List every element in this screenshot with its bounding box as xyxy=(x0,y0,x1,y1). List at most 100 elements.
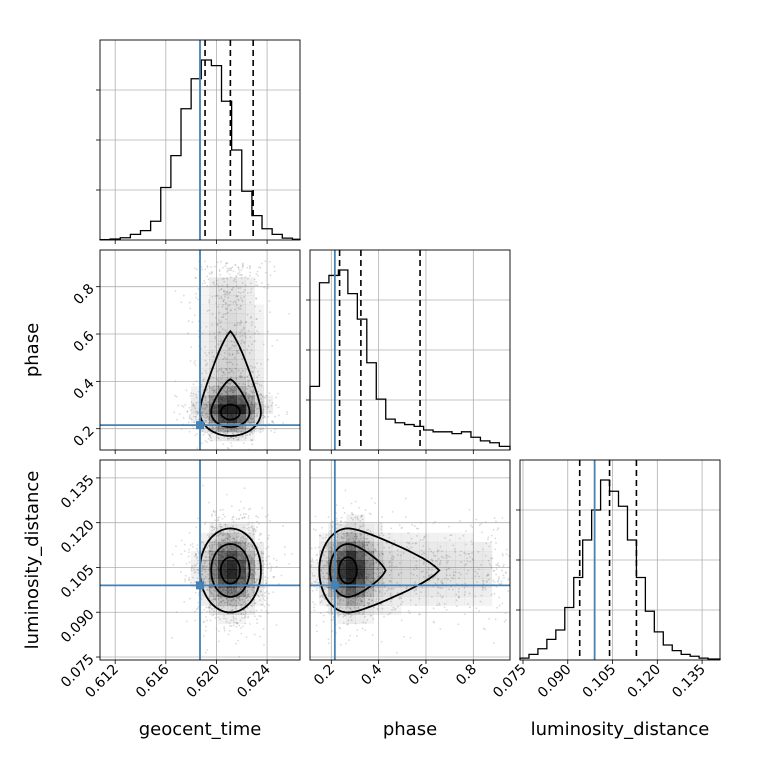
sample-point xyxy=(218,331,221,333)
sample-point xyxy=(207,418,210,421)
sample-point xyxy=(244,614,247,617)
sample-point xyxy=(222,372,225,375)
sample-point xyxy=(255,297,257,300)
sample-point xyxy=(367,579,370,582)
sample-point xyxy=(368,557,371,560)
sample-point xyxy=(504,618,507,621)
sample-point xyxy=(331,570,334,573)
density-cell xyxy=(364,541,375,552)
density-cell xyxy=(209,404,219,415)
sample-point xyxy=(241,300,244,303)
sample-point xyxy=(263,416,266,419)
sample-point xyxy=(332,590,335,593)
sample-point xyxy=(322,572,324,575)
sample-point xyxy=(378,598,381,601)
sample-point xyxy=(235,426,238,429)
sample-point xyxy=(407,532,410,534)
sample-point xyxy=(243,296,246,298)
sample-point xyxy=(325,547,327,549)
sample-point xyxy=(326,561,328,564)
sample-point xyxy=(420,522,423,524)
density-cell xyxy=(355,550,365,561)
sample-point xyxy=(238,549,240,551)
sample-point xyxy=(185,389,188,392)
sample-point xyxy=(226,331,228,334)
sample-point xyxy=(239,425,242,428)
density-cell xyxy=(245,286,255,296)
sample-point xyxy=(213,578,216,580)
sample-point xyxy=(323,588,326,591)
sample-point xyxy=(222,316,225,318)
sample-point xyxy=(194,552,197,555)
sample-point xyxy=(255,382,258,385)
sample-point xyxy=(247,419,250,422)
density-cell xyxy=(346,569,356,579)
density-cell xyxy=(227,350,237,360)
sample-point xyxy=(397,574,400,577)
sample-point xyxy=(244,392,247,395)
sample-point xyxy=(237,298,240,301)
sample-point xyxy=(258,384,261,386)
sample-point xyxy=(226,291,229,294)
sample-point xyxy=(188,415,191,418)
density-cell xyxy=(209,523,219,534)
sample-point xyxy=(203,416,206,419)
sample-point xyxy=(207,437,210,440)
sample-point xyxy=(256,520,258,523)
density-cell xyxy=(236,377,246,387)
density-cell xyxy=(227,541,237,552)
sample-point xyxy=(228,273,231,276)
sample-point xyxy=(211,419,214,422)
sample-point xyxy=(274,428,277,430)
sample-point xyxy=(252,570,255,572)
sample-point xyxy=(213,389,215,392)
sample-point xyxy=(370,581,372,584)
sample-point xyxy=(232,279,235,282)
sample-point xyxy=(389,560,391,563)
sample-point xyxy=(251,527,254,530)
density-cell xyxy=(437,541,447,552)
sample-point xyxy=(172,563,175,566)
sample-point xyxy=(194,418,197,421)
sample-point xyxy=(188,548,191,551)
sample-point xyxy=(187,332,189,335)
sample-point xyxy=(343,547,345,549)
sample-point xyxy=(223,386,226,389)
sample-point xyxy=(225,545,228,548)
density-cell xyxy=(218,304,228,315)
sample-point xyxy=(336,523,339,526)
sample-point xyxy=(208,586,210,589)
sample-point xyxy=(237,369,240,372)
sample-point xyxy=(236,295,239,298)
sample-point xyxy=(254,581,257,584)
sample-point xyxy=(267,358,270,361)
sample-point xyxy=(213,607,216,610)
sample-point xyxy=(237,596,240,599)
sample-point xyxy=(474,570,477,573)
sample-point xyxy=(201,573,204,576)
sample-point xyxy=(450,534,453,537)
density-cell xyxy=(464,532,475,543)
density-cell xyxy=(236,569,246,579)
sample-point xyxy=(255,579,258,582)
sample-point xyxy=(262,416,265,419)
sample-point xyxy=(231,363,234,366)
density-cell xyxy=(218,313,228,324)
sample-point xyxy=(474,575,477,578)
sample-point xyxy=(495,520,497,523)
sample-point xyxy=(239,619,242,622)
sample-point xyxy=(220,600,223,603)
sample-point xyxy=(264,599,266,602)
sample-point xyxy=(322,554,325,557)
sample-point xyxy=(222,300,225,303)
sample-point xyxy=(261,552,263,555)
sample-point xyxy=(256,330,258,332)
density-cell xyxy=(373,587,384,597)
sample-point xyxy=(219,544,221,547)
sample-point xyxy=(237,436,240,439)
sample-point xyxy=(223,627,226,630)
sample-point xyxy=(349,616,352,618)
sample-point xyxy=(221,392,224,395)
sample-point xyxy=(254,571,257,574)
density-cell xyxy=(254,350,265,360)
